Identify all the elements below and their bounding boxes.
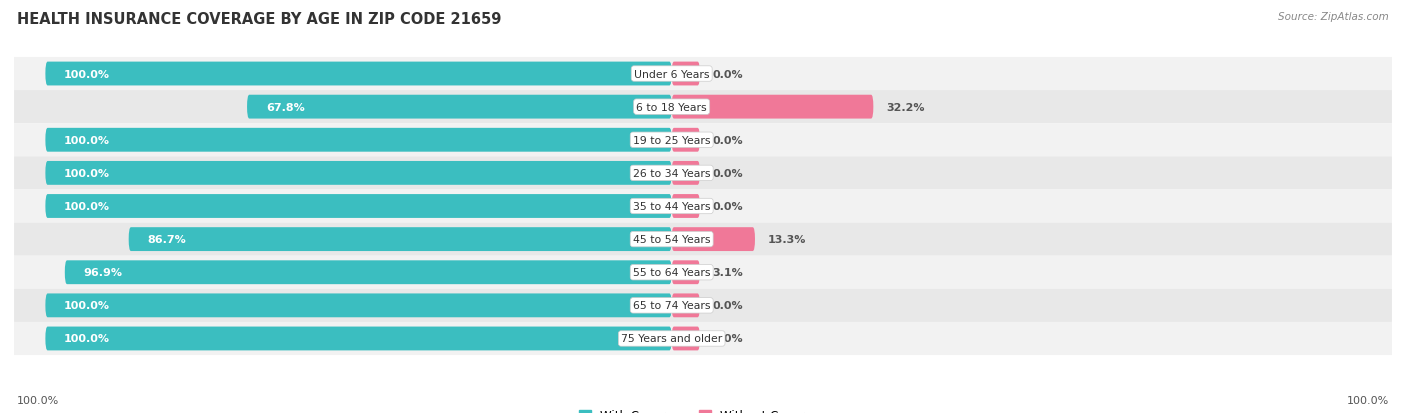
FancyBboxPatch shape	[247, 95, 672, 119]
Text: 100.0%: 100.0%	[65, 301, 110, 311]
Text: 26 to 34 Years: 26 to 34 Years	[633, 169, 710, 178]
FancyBboxPatch shape	[14, 58, 1392, 91]
FancyBboxPatch shape	[14, 223, 1392, 256]
Text: 32.2%: 32.2%	[886, 102, 924, 112]
FancyBboxPatch shape	[45, 327, 672, 351]
FancyBboxPatch shape	[672, 62, 700, 86]
Text: 35 to 44 Years: 35 to 44 Years	[633, 202, 710, 211]
FancyBboxPatch shape	[672, 294, 700, 318]
Text: 100.0%: 100.0%	[65, 135, 110, 145]
FancyBboxPatch shape	[14, 91, 1392, 124]
Text: 65 to 74 Years: 65 to 74 Years	[633, 301, 710, 311]
Text: 100.0%: 100.0%	[1347, 395, 1389, 405]
FancyBboxPatch shape	[45, 62, 672, 86]
Text: 75 Years and older: 75 Years and older	[621, 334, 723, 344]
Text: 13.3%: 13.3%	[768, 235, 806, 244]
Text: HEALTH INSURANCE COVERAGE BY AGE IN ZIP CODE 21659: HEALTH INSURANCE COVERAGE BY AGE IN ZIP …	[17, 12, 502, 27]
Text: 55 to 64 Years: 55 to 64 Years	[633, 268, 710, 278]
FancyBboxPatch shape	[14, 157, 1392, 190]
Text: Source: ZipAtlas.com: Source: ZipAtlas.com	[1278, 12, 1389, 22]
Text: 86.7%: 86.7%	[148, 235, 186, 244]
FancyBboxPatch shape	[45, 161, 672, 185]
FancyBboxPatch shape	[672, 327, 700, 351]
Text: 100.0%: 100.0%	[65, 202, 110, 211]
FancyBboxPatch shape	[14, 289, 1392, 322]
FancyBboxPatch shape	[45, 195, 672, 218]
FancyBboxPatch shape	[672, 261, 700, 285]
Text: 3.1%: 3.1%	[713, 268, 744, 278]
Text: 0.0%: 0.0%	[713, 135, 742, 145]
FancyBboxPatch shape	[45, 294, 672, 318]
Text: 45 to 54 Years: 45 to 54 Years	[633, 235, 710, 244]
FancyBboxPatch shape	[672, 195, 700, 218]
Text: 67.8%: 67.8%	[266, 102, 305, 112]
Text: 0.0%: 0.0%	[713, 301, 742, 311]
Text: Under 6 Years: Under 6 Years	[634, 69, 710, 79]
Text: 100.0%: 100.0%	[65, 69, 110, 79]
FancyBboxPatch shape	[45, 128, 672, 152]
Legend: With Coverage, Without Coverage: With Coverage, Without Coverage	[574, 404, 832, 413]
Text: 96.9%: 96.9%	[83, 268, 122, 278]
Text: 0.0%: 0.0%	[713, 69, 742, 79]
FancyBboxPatch shape	[672, 161, 700, 185]
FancyBboxPatch shape	[14, 322, 1392, 355]
Text: 0.0%: 0.0%	[713, 202, 742, 211]
Text: 19 to 25 Years: 19 to 25 Years	[633, 135, 710, 145]
Text: 100.0%: 100.0%	[65, 334, 110, 344]
Text: 100.0%: 100.0%	[65, 169, 110, 178]
FancyBboxPatch shape	[65, 261, 672, 285]
Text: 6 to 18 Years: 6 to 18 Years	[637, 102, 707, 112]
FancyBboxPatch shape	[14, 124, 1392, 157]
Text: 0.0%: 0.0%	[713, 169, 742, 178]
FancyBboxPatch shape	[672, 228, 755, 252]
FancyBboxPatch shape	[672, 95, 873, 119]
FancyBboxPatch shape	[129, 228, 672, 252]
FancyBboxPatch shape	[672, 128, 700, 152]
Text: 0.0%: 0.0%	[713, 334, 742, 344]
Text: 100.0%: 100.0%	[17, 395, 59, 405]
FancyBboxPatch shape	[14, 190, 1392, 223]
FancyBboxPatch shape	[14, 256, 1392, 289]
